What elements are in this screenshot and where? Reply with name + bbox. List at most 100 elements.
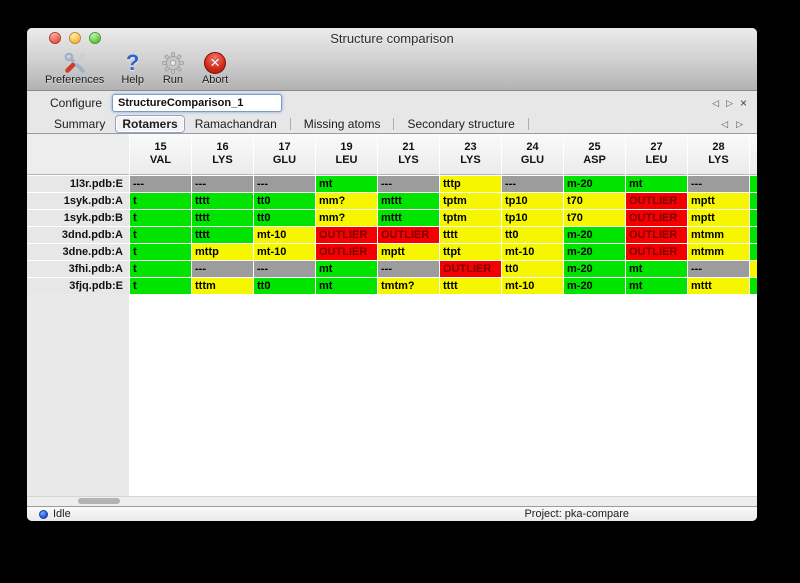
- column-header[interactable]: 21 LYS: [378, 134, 439, 175]
- row-label[interactable]: 1syk.pdb:B: [27, 210, 129, 226]
- rotamer-cell[interactable]: t: [130, 244, 191, 260]
- help-button[interactable]: ? Help: [121, 51, 144, 87]
- rotamer-cell[interactable]: tttt: [440, 278, 501, 294]
- rotamer-cell[interactable]: ttpt: [440, 244, 501, 260]
- rotamer-cell[interactable]: tttt: [192, 227, 253, 243]
- rotamer-cell[interactable]: t70: [564, 193, 625, 209]
- rotamer-cell[interactable]: tp10: [502, 210, 563, 226]
- rotamer-cell[interactable]: tttp: [440, 176, 501, 192]
- rotamer-cell[interactable]: tttt: [192, 193, 253, 209]
- rotamer-cell[interactable]: mt: [626, 278, 687, 294]
- rotamer-cell[interactable]: m-20: [564, 244, 625, 260]
- rotamer-cell[interactable]: [750, 278, 757, 294]
- column-header[interactable]: 23 LYS: [440, 134, 501, 175]
- next-tab-icon[interactable]: ▷: [736, 118, 743, 129]
- rotamer-cell[interactable]: [750, 210, 757, 226]
- column-header[interactable]: 15 VAL: [130, 134, 191, 175]
- rotamer-cell[interactable]: t70: [564, 210, 625, 226]
- rotamer-cell[interactable]: mtmm: [688, 227, 749, 243]
- rotamer-cell[interactable]: [750, 227, 757, 243]
- rotamer-cell[interactable]: [750, 244, 757, 260]
- row-label[interactable]: 3fhi.pdb:A: [27, 261, 129, 277]
- minimize-window-button[interactable]: [69, 32, 81, 44]
- rotamer-cell[interactable]: t: [130, 278, 191, 294]
- rotamer-cell[interactable]: [750, 176, 757, 192]
- column-header[interactable]: 28 LYS: [688, 134, 749, 175]
- close-window-button[interactable]: [49, 32, 61, 44]
- rotamer-cell[interactable]: t: [130, 193, 191, 209]
- rotamer-cell[interactable]: tt0: [254, 278, 315, 294]
- rotamer-cell[interactable]: mt-10: [254, 227, 315, 243]
- rotamer-cell[interactable]: mptt: [378, 244, 439, 260]
- scrollbar-thumb[interactable]: [78, 498, 120, 504]
- rotamer-cell[interactable]: mm?: [316, 210, 377, 226]
- rotamer-cell[interactable]: tttt: [440, 227, 501, 243]
- rotamer-cell[interactable]: OUTLIER: [378, 227, 439, 243]
- configure-name-input[interactable]: [112, 93, 283, 112]
- rotamer-cell[interactable]: mt: [626, 261, 687, 277]
- rotamer-cell[interactable]: mttt: [378, 193, 439, 209]
- column-header[interactable]: [750, 134, 757, 175]
- rotamer-cell[interactable]: ---: [192, 261, 253, 277]
- row-label[interactable]: 3fjq.pdb:E: [27, 278, 129, 294]
- rotamer-cell[interactable]: t: [130, 210, 191, 226]
- rotamer-cell[interactable]: tt0: [502, 261, 563, 277]
- rotamer-cell[interactable]: mt-10: [502, 244, 563, 260]
- rotamer-cell[interactable]: tttt: [192, 210, 253, 226]
- prev-tab-icon[interactable]: ◁: [721, 118, 729, 129]
- title-bar[interactable]: Structure comparison: [27, 28, 757, 49]
- rotamer-cell[interactable]: ---: [378, 176, 439, 192]
- abort-button[interactable]: ✕ Abort: [202, 51, 228, 86]
- rotamer-cell[interactable]: mttp: [192, 244, 253, 260]
- rotamer-cell[interactable]: ---: [502, 176, 563, 192]
- column-header[interactable]: 25 ASP: [564, 134, 625, 175]
- column-header[interactable]: 16 LYS: [192, 134, 253, 175]
- rotamer-cell[interactable]: OUTLIER: [316, 227, 377, 243]
- rotamer-cell[interactable]: mt-10: [502, 278, 563, 294]
- rotamer-cell[interactable]: ---: [254, 261, 315, 277]
- rotamer-cell[interactable]: t: [130, 261, 191, 277]
- rotamer-cell[interactable]: OUTLIER: [316, 244, 377, 260]
- tab-ramachandran[interactable]: Ramachandran: [194, 116, 277, 131]
- rotamer-cell[interactable]: OUTLIER: [626, 193, 687, 209]
- rotamer-cell[interactable]: m-20: [564, 261, 625, 277]
- rotamer-cell[interactable]: [750, 261, 757, 277]
- rotamer-cell[interactable]: OUTLIER: [440, 261, 501, 277]
- rotamer-cell[interactable]: tp10: [502, 193, 563, 209]
- rotamer-cell[interactable]: m-20: [564, 278, 625, 294]
- tab-secondary-structure[interactable]: Secondary structure: [407, 116, 515, 131]
- rotamer-cell[interactable]: mt-10: [254, 244, 315, 260]
- rotamer-cell[interactable]: tt0: [502, 227, 563, 243]
- close-configure-icon[interactable]: ×: [739, 95, 747, 110]
- rotamer-cell[interactable]: m-20: [564, 227, 625, 243]
- run-button[interactable]: Run: [161, 51, 185, 86]
- rotamer-cell[interactable]: mt: [316, 278, 377, 294]
- column-header[interactable]: 19 LEU: [316, 134, 377, 175]
- rotamer-cell[interactable]: tt0: [254, 193, 315, 209]
- row-label[interactable]: 3dne.pdb:A: [27, 244, 129, 260]
- rotamer-cell[interactable]: mttt: [378, 210, 439, 226]
- rotamer-cell[interactable]: mm?: [316, 193, 377, 209]
- rotamer-cell[interactable]: OUTLIER: [626, 244, 687, 260]
- rotamer-cell[interactable]: OUTLIER: [626, 227, 687, 243]
- rotamer-cell[interactable]: tptm: [440, 210, 501, 226]
- rotamer-cell[interactable]: ---: [130, 176, 191, 192]
- row-label[interactable]: 1l3r.pdb:E: [27, 176, 129, 192]
- rotamer-cell[interactable]: ---: [378, 261, 439, 277]
- rotamer-cell[interactable]: ---: [688, 176, 749, 192]
- rotamer-cell[interactable]: OUTLIER: [626, 210, 687, 226]
- horizontal-scrollbar[interactable]: [27, 496, 757, 506]
- tab-rotamers[interactable]: Rotamers: [115, 114, 185, 133]
- column-header[interactable]: 27 LEU: [626, 134, 687, 175]
- rotamer-cell[interactable]: [750, 193, 757, 209]
- zoom-window-button[interactable]: [89, 32, 101, 44]
- rotamer-cell[interactable]: mt: [626, 176, 687, 192]
- rotamer-cell[interactable]: mptt: [688, 210, 749, 226]
- row-label[interactable]: 1syk.pdb:A: [27, 193, 129, 209]
- rotamer-cell[interactable]: tttm: [192, 278, 253, 294]
- row-label[interactable]: 3dnd.pdb:A: [27, 227, 129, 243]
- rotamer-cell[interactable]: mptt: [688, 193, 749, 209]
- rotamer-cell[interactable]: ---: [688, 261, 749, 277]
- rotamer-cell[interactable]: ---: [192, 176, 253, 192]
- preferences-button[interactable]: Preferences: [45, 51, 104, 86]
